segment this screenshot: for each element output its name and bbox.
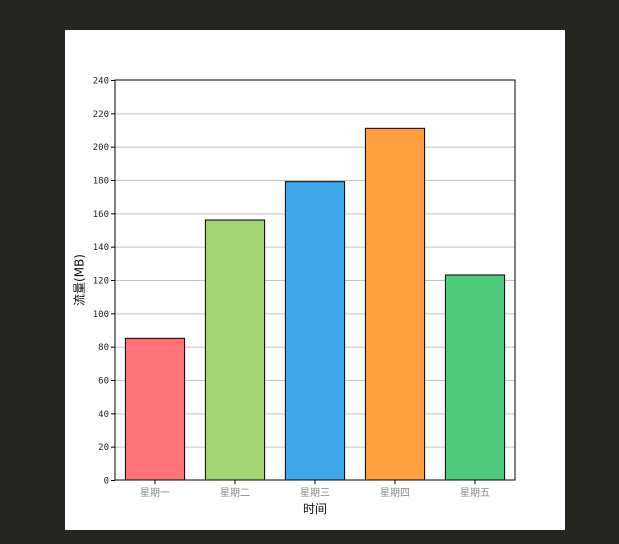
y-tick-label: 220	[93, 110, 109, 120]
x-tick-label: 星期四	[380, 487, 410, 499]
y-axis-ticks: 0 20 40 60 80 100 120 140 160 180 200 220 240	[93, 77, 115, 487]
y-tick-label: 60	[98, 377, 109, 387]
x-tick-label: 星期一	[140, 487, 170, 499]
y-axis-title: 流量(MB)	[73, 254, 87, 306]
x-tick-label: 星期五	[460, 487, 490, 499]
y-tick-label: 140	[93, 243, 109, 253]
bar-3	[284, 181, 346, 481]
x-axis-ticks: 星期一 星期二 星期三 星期四 星期五	[140, 480, 490, 499]
bar-1	[124, 337, 186, 481]
chart-panel: 0 20 40 60 80 100 120 140 160 180 200 220 240 星期一 星期二…	[65, 30, 565, 530]
bars	[124, 127, 506, 481]
bar-chart: 0 20 40 60 80 100 120 140 160 180 200 220 240 星期一 星期二…	[73, 77, 516, 516]
bar-4	[364, 127, 426, 481]
y-tick-label: 240	[93, 77, 109, 87]
bar-5	[444, 274, 506, 481]
y-tick-label: 20	[98, 443, 109, 453]
bar-2	[204, 219, 266, 481]
x-tick-label: 星期三	[300, 487, 330, 499]
y-tick-label: 120	[93, 277, 109, 287]
x-tick-label: 星期二	[220, 487, 250, 499]
y-tick-label: 100	[93, 310, 109, 320]
y-tick-label: 80	[98, 343, 109, 353]
y-tick-label: 40	[98, 410, 109, 420]
y-tick-label: 160	[93, 210, 109, 220]
y-tick-label: 200	[93, 143, 109, 153]
y-tick-label: 0	[104, 477, 109, 487]
x-axis-title: 时间	[303, 502, 327, 516]
y-tick-label: 180	[93, 177, 109, 187]
